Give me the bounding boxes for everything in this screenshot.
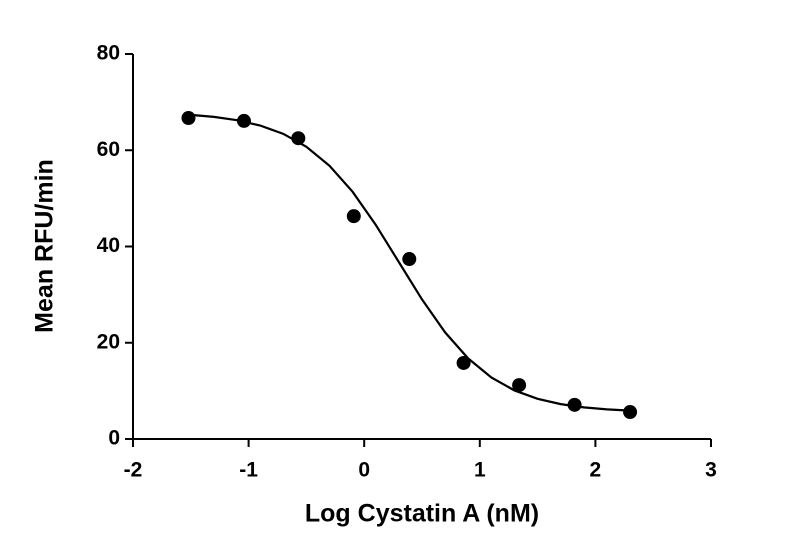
y-tick-label: 0	[108, 427, 120, 450]
y-tick-label: 20	[97, 330, 120, 353]
data-point	[346, 209, 361, 224]
data-point	[623, 405, 638, 420]
fit-curve	[190, 113, 631, 412]
data-point	[512, 378, 527, 393]
data-point	[181, 111, 196, 126]
x-tick-label: 0	[358, 459, 370, 482]
data-point	[456, 355, 471, 370]
y-tick-label: 40	[97, 234, 120, 257]
data-point	[567, 397, 582, 412]
x-axis-label: Log Cystatin A (nM)	[305, 500, 539, 528]
x-tick-label: -1	[239, 459, 258, 482]
x-tick-label: 2	[590, 459, 602, 482]
y-tick-label: 60	[97, 138, 120, 161]
y-tick-label: 80	[97, 42, 120, 65]
data-point	[291, 131, 306, 146]
x-tick-label: -2	[124, 459, 143, 482]
x-tick-label: 1	[474, 459, 486, 482]
x-tick-label: 3	[705, 459, 717, 482]
data-point	[402, 252, 417, 267]
y-axis-label: Mean RFU/min	[31, 159, 59, 333]
